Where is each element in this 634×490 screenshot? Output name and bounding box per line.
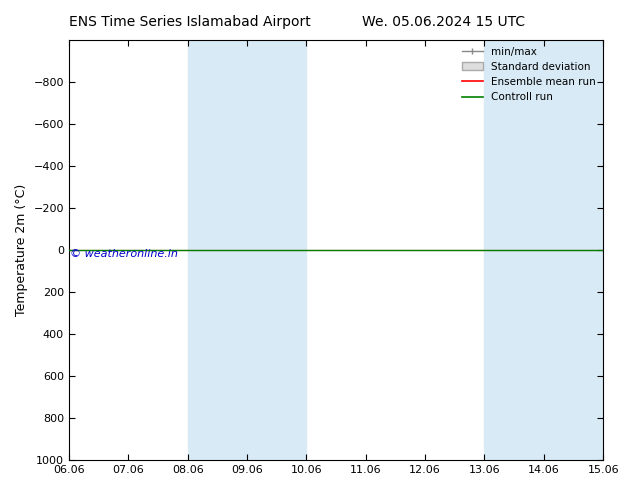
Text: ENS Time Series Islamabad Airport: ENS Time Series Islamabad Airport xyxy=(69,15,311,29)
Y-axis label: Temperature 2m (°C): Temperature 2m (°C) xyxy=(15,184,28,316)
Bar xyxy=(188,40,306,460)
Bar xyxy=(484,40,603,460)
Text: © weatheronline.in: © weatheronline.in xyxy=(70,249,178,259)
Legend: min/max, Standard deviation, Ensemble mean run, Controll run: min/max, Standard deviation, Ensemble me… xyxy=(458,43,600,107)
Text: We. 05.06.2024 15 UTC: We. 05.06.2024 15 UTC xyxy=(362,15,526,29)
